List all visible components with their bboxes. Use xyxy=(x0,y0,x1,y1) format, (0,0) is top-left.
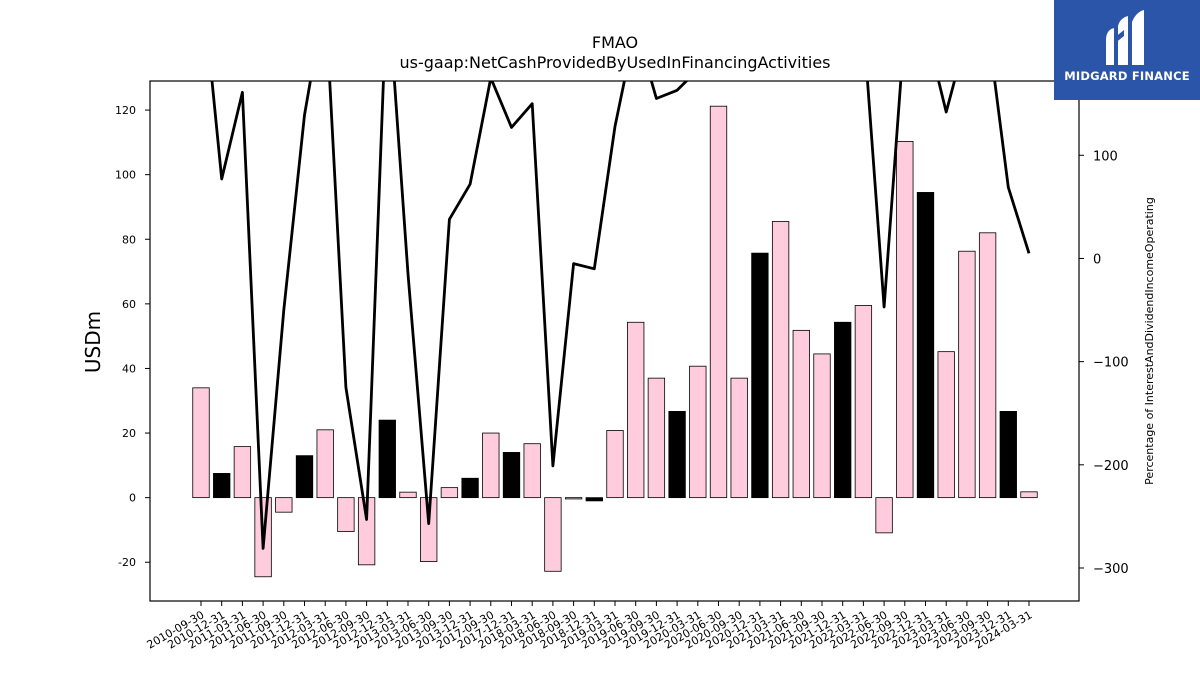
y-tick-label: 80 xyxy=(122,233,136,246)
bar xyxy=(461,477,479,499)
bar-series xyxy=(192,105,1038,578)
bar xyxy=(875,497,893,534)
plot-frame xyxy=(149,80,1080,602)
bar xyxy=(834,321,852,499)
y-tick-label: 120 xyxy=(115,104,136,117)
bar xyxy=(771,221,790,499)
y2-axis-label: Percentage of InterestAndDividendIncomeO… xyxy=(1143,197,1156,485)
bar xyxy=(813,353,831,499)
bar xyxy=(937,351,955,499)
y2-tick-label: −200 xyxy=(1093,459,1129,474)
bar xyxy=(399,491,417,499)
bar xyxy=(896,140,914,499)
line-path xyxy=(210,81,1031,550)
y-tick-label: 40 xyxy=(122,362,136,375)
bar xyxy=(916,192,935,499)
bar xyxy=(378,419,396,499)
chart-subtitle: us-gaap:NetCashProvidedByUsedInFinancing… xyxy=(399,53,830,72)
bar xyxy=(709,105,728,499)
bar xyxy=(295,455,314,499)
bar xyxy=(192,387,210,499)
bar xyxy=(275,497,293,513)
bar xyxy=(440,487,459,499)
bar xyxy=(978,232,997,499)
bar xyxy=(1020,491,1038,499)
y2-tick-label: −300 xyxy=(1093,562,1129,577)
bar xyxy=(999,411,1017,499)
bar xyxy=(585,497,603,502)
x-axis-ticks: 2010-09-302010-12-312011-03-312011-06-30… xyxy=(145,601,1035,652)
y-tick-label: 100 xyxy=(115,169,136,182)
y-tick-label: 20 xyxy=(122,427,136,440)
left-axis-ticks: -20 0 20 40 60 80 100 120 xyxy=(115,104,150,569)
bar xyxy=(730,377,748,499)
bar xyxy=(482,432,500,499)
right-axis-ticks: −300 −200 −100 0 100 xyxy=(1079,149,1129,577)
bar xyxy=(523,443,541,499)
brand-logo: MIDGARD FINANCE xyxy=(1054,0,1200,100)
line-series xyxy=(210,81,1031,550)
bar xyxy=(233,446,252,499)
bar xyxy=(958,250,976,499)
bar xyxy=(792,329,810,499)
bar xyxy=(689,365,707,499)
bar xyxy=(627,321,645,499)
y-tick-label: 0 xyxy=(129,492,136,505)
y-tick-label: 60 xyxy=(122,298,136,311)
bar xyxy=(668,411,686,499)
bar xyxy=(564,497,583,500)
bar xyxy=(854,305,873,499)
bar xyxy=(502,452,521,499)
bar xyxy=(606,430,624,499)
midgard-m-logo-icon xyxy=(1106,10,1144,65)
brand-name: MIDGARD FINANCE xyxy=(1064,69,1190,83)
bar xyxy=(316,429,334,499)
y2-tick-label: 0 xyxy=(1093,252,1101,267)
y-tick-label: -20 xyxy=(118,556,136,569)
y2-tick-label: 100 xyxy=(1093,149,1118,164)
chart-title: FMAO xyxy=(592,33,638,52)
y-axis-label: USDm xyxy=(81,311,105,373)
bar xyxy=(751,252,769,499)
bar xyxy=(337,497,355,532)
bar xyxy=(213,473,231,499)
bar xyxy=(544,497,562,572)
y2-tick-label: −100 xyxy=(1093,356,1129,371)
bar xyxy=(647,377,666,499)
bar xyxy=(420,497,438,562)
